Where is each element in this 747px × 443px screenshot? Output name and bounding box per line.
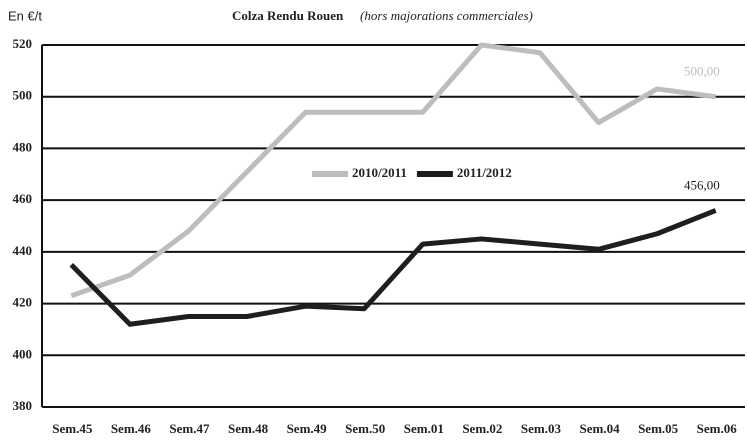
x-tick-label: Sem.06 [697, 421, 738, 436]
line-series [70, 42, 717, 299]
y-tick-label: 380 [13, 398, 33, 413]
y-tick-label: 500 [13, 88, 33, 103]
value-label: 500,00 [684, 64, 720, 79]
x-tick-label: Sem.02 [462, 421, 502, 436]
chart-subtitle: (hors majorations commerciales) [360, 8, 533, 23]
value-label: 456,00 [684, 177, 720, 192]
x-tick-label: Sem.45 [52, 421, 93, 436]
y-axis-label: En €/t [8, 8, 42, 23]
x-tick-label: Sem.49 [287, 421, 328, 436]
y-tick-label: 520 [13, 36, 33, 51]
y-tick-label: 400 [13, 346, 33, 361]
x-tick-label: Sem.50 [345, 421, 385, 436]
x-tick-label: Sem.46 [111, 421, 152, 436]
x-tick-label: Sem.03 [521, 421, 562, 436]
legend-label: 2010/2011 [352, 165, 407, 180]
chart-title: Colza Rendu Rouen [232, 8, 344, 23]
y-tick-label: 420 [13, 295, 33, 310]
x-tick-label: Sem.48 [228, 421, 269, 436]
x-tick-label: Sem.04 [579, 421, 620, 436]
legend-label: 2011/2012 [457, 165, 512, 180]
y-tick-label: 440 [13, 243, 33, 258]
y-tick-label: 480 [13, 139, 33, 154]
x-tick-label: Sem.01 [404, 421, 444, 436]
y-tick-label: 460 [13, 191, 33, 206]
line-series [69, 208, 717, 327]
x-tick-label: Sem.05 [638, 421, 679, 436]
x-tick-label: Sem.47 [169, 421, 210, 436]
